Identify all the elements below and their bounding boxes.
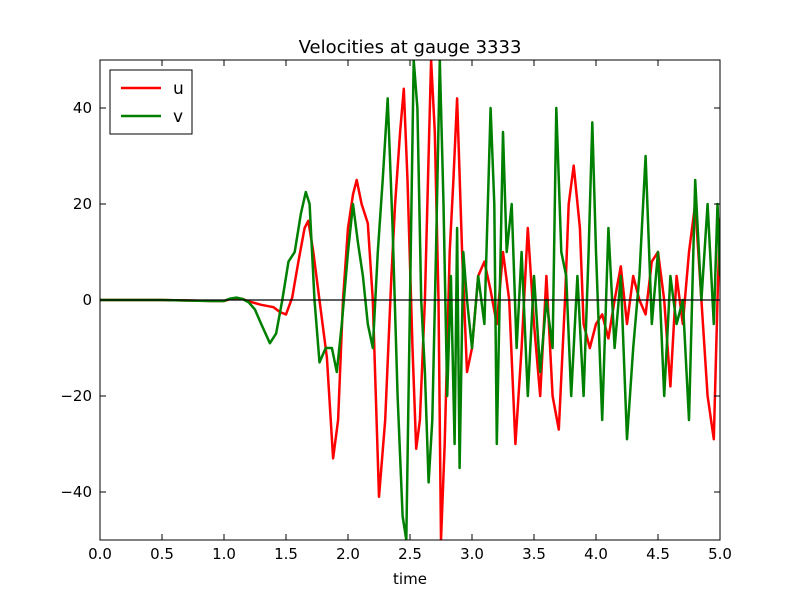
x-tick-label: 1.0 <box>212 545 236 563</box>
y-tick-label: 0 <box>82 291 92 309</box>
x-tick-label: 3.5 <box>522 545 546 563</box>
legend-label-u: u <box>173 79 184 99</box>
x-tick-label: 4.5 <box>646 545 670 563</box>
x-tick-label: 2.5 <box>398 545 422 563</box>
chart-title: Velocities at gauge 3333 <box>299 37 522 58</box>
x-tick-label: 4.0 <box>584 545 608 563</box>
x-tick-label: 0.5 <box>150 545 174 563</box>
y-tick-label: −40 <box>60 483 92 501</box>
y-tick-label: 20 <box>73 195 92 213</box>
legend-label-v: v <box>173 107 183 127</box>
legend-box <box>109 69 193 135</box>
y-axis-ticks: −40 −20 0 20 40 <box>60 99 720 501</box>
x-tick-label: 0.0 <box>88 545 112 563</box>
y-tick-label: 40 <box>73 99 92 117</box>
legend: u v <box>109 69 193 135</box>
x-axis-label: time <box>393 570 427 588</box>
x-tick-label: 3.0 <box>460 545 484 563</box>
x-tick-label: 2.0 <box>336 545 360 563</box>
x-tick-label: 1.5 <box>274 545 298 563</box>
plot-series <box>100 60 720 540</box>
series-line-v <box>100 60 720 540</box>
y-tick-label: −20 <box>60 387 92 405</box>
x-tick-label: 5.0 <box>708 545 732 563</box>
x-axis-ticks: 0.0 0.5 1.0 1.5 2.0 2.5 3.0 3.5 4.0 4.5 5.0 <box>88 60 732 563</box>
